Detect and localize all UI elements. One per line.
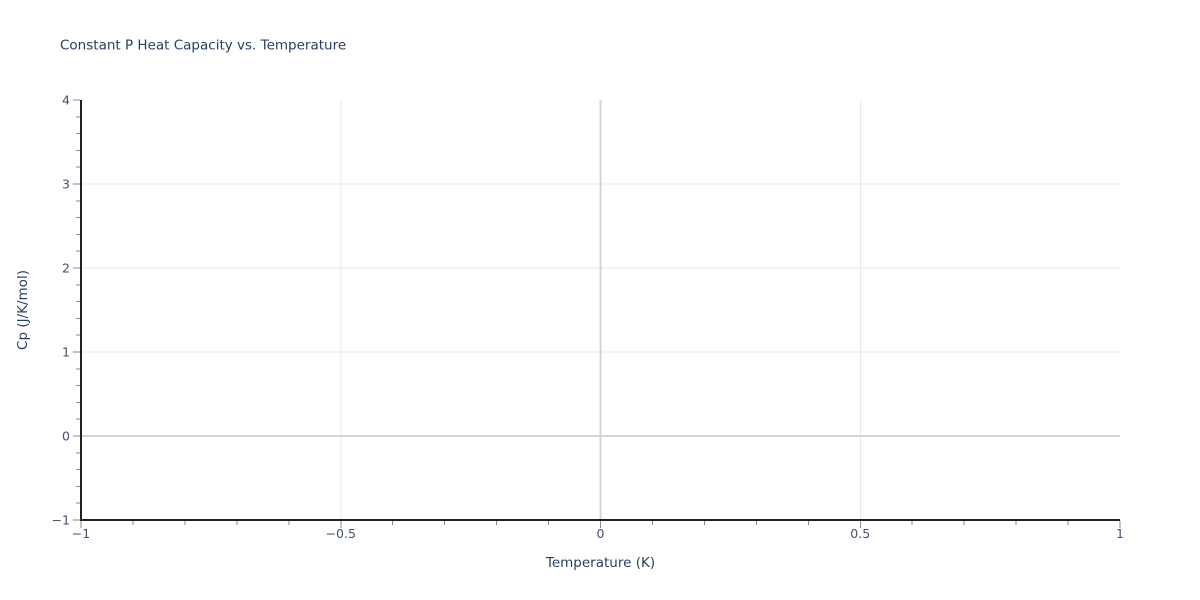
x-tick-label: 0.5 <box>850 526 870 541</box>
y-tick-label: 3 <box>62 177 70 192</box>
x-tick-label: 0 <box>597 526 605 541</box>
x-tick-label: 1 <box>1116 526 1124 541</box>
y-tick-label: 0 <box>62 429 70 444</box>
y-tick-label: −1 <box>52 513 70 528</box>
x-tick-label: −0.5 <box>326 526 356 541</box>
y-axis-title: Cp (J/K/mol) <box>15 270 31 350</box>
y-tick-label: 1 <box>62 345 70 360</box>
chart-title: Constant P Heat Capacity vs. Temperature <box>60 38 346 54</box>
y-tick-label: 4 <box>62 93 70 108</box>
grid-layer <box>81 100 1120 520</box>
y-tick-label: 2 <box>62 261 70 276</box>
x-axis-title: Temperature (K) <box>545 555 655 571</box>
axis-layer: −1 −0.5 0 0.5 1 −1 0 1 2 3 4 <box>52 93 1124 542</box>
x-tick-label: −1 <box>72 526 90 541</box>
